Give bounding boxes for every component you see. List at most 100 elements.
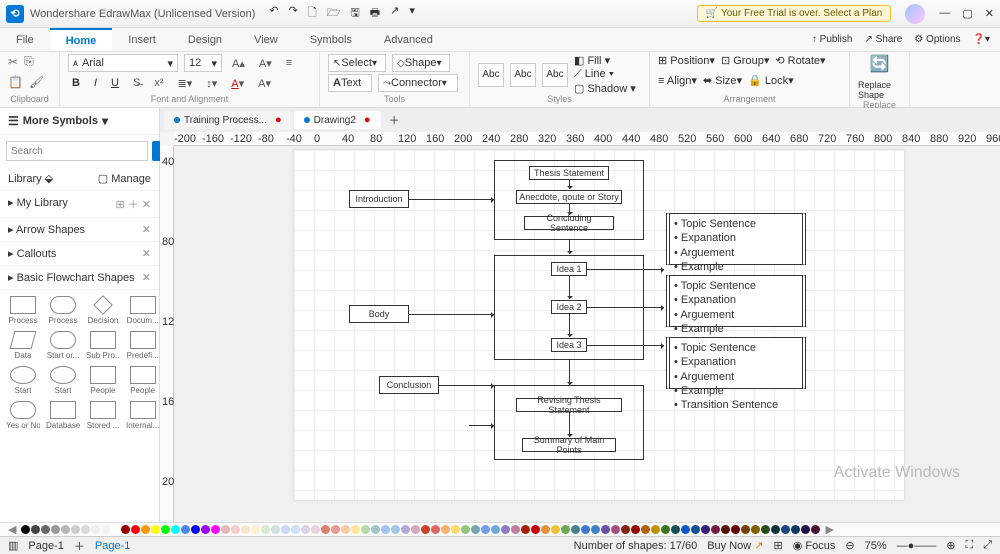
align-button[interactable]: ≡ Align▾ xyxy=(658,74,697,87)
color-swatch[interactable] xyxy=(131,525,140,534)
color-swatch[interactable] xyxy=(621,525,630,534)
text-tool[interactable]: A Text xyxy=(328,74,372,92)
color-swatch[interactable] xyxy=(331,525,340,534)
group-button[interactable]: ⊡ Group▾ xyxy=(721,54,769,67)
paste-icon[interactable]: 📋 xyxy=(8,75,23,89)
color-swatch[interactable] xyxy=(581,525,590,534)
color-swatch[interactable] xyxy=(681,525,690,534)
color-swatch[interactable] xyxy=(201,525,210,534)
style-preset-3[interactable]: Abc xyxy=(542,63,568,87)
add-tab-icon[interactable]: ＋ xyxy=(383,112,406,128)
color-swatch[interactable] xyxy=(151,525,160,534)
line-button[interactable]: ⟋ Line ▾ xyxy=(574,68,636,81)
color-swatch[interactable] xyxy=(801,525,810,534)
color-swatch[interactable] xyxy=(781,525,790,534)
flow-list[interactable]: Topic SentenceExpanationArguementExample… xyxy=(666,337,806,389)
flow-node[interactable]: Revising Thesis Statement xyxy=(516,398,622,412)
color-swatch[interactable] xyxy=(301,525,310,534)
menu-file[interactable]: File xyxy=(0,28,50,51)
color-swatch[interactable] xyxy=(421,525,430,534)
menu-view[interactable]: View xyxy=(238,28,294,51)
color-swatch[interactable] xyxy=(291,525,300,534)
next-colors-icon[interactable]: ▶ xyxy=(825,523,833,536)
color-swatch[interactable] xyxy=(511,525,520,534)
color-swatch[interactable] xyxy=(91,525,100,534)
library-row[interactable]: Library ⬙▢ Manage xyxy=(0,167,159,191)
font-family-dropdown[interactable]: ᴀ Arial▾ xyxy=(68,54,178,72)
flow-node[interactable]: Idea 1 xyxy=(551,262,587,276)
underline-icon[interactable]: U xyxy=(107,76,123,90)
trial-banner[interactable]: Your Free Trial is over. Select a Plan xyxy=(697,5,891,22)
undo-icon[interactable]: ↶ xyxy=(269,4,278,23)
color-swatch[interactable] xyxy=(321,525,330,534)
color-swatch[interactable] xyxy=(761,525,770,534)
color-swatch[interactable] xyxy=(731,525,740,534)
color-swatch[interactable] xyxy=(381,525,390,534)
size-button[interactable]: ⬌ Size▾ xyxy=(703,74,742,87)
color-swatch[interactable] xyxy=(571,525,580,534)
menu-advanced[interactable]: Advanced xyxy=(368,28,449,51)
connector-tool[interactable]: ⤳ Connector ▾ xyxy=(378,74,458,92)
color-swatch[interactable] xyxy=(721,525,730,534)
color-swatch[interactable] xyxy=(31,525,40,534)
replace-shape-icon[interactable]: 🔄 xyxy=(870,54,890,74)
color-swatch[interactable] xyxy=(431,525,440,534)
color-swatch[interactable] xyxy=(641,525,650,534)
color-swatch[interactable] xyxy=(121,525,130,534)
shape-thumb[interactable]: People xyxy=(84,364,122,397)
color-swatch[interactable] xyxy=(491,525,500,534)
lib-section[interactable]: ▸ My Library⊞ ＋ ✕ xyxy=(0,191,159,218)
shape-thumb[interactable]: Sub Pro... xyxy=(84,329,122,362)
search-input[interactable] xyxy=(6,141,148,161)
position-button[interactable]: ⊞ Position▾ xyxy=(658,54,715,67)
view-grid-icon[interactable]: ⊞ xyxy=(774,539,783,552)
color-swatch[interactable] xyxy=(521,525,530,534)
color-swatch[interactable] xyxy=(311,525,320,534)
shape-thumb[interactable]: Predefi... xyxy=(124,329,159,362)
lib-section[interactable]: ▸ Arrow Shapes✕ xyxy=(0,218,159,242)
zoom-slider[interactable]: —●—— xyxy=(897,540,937,552)
color-swatch[interactable] xyxy=(81,525,90,534)
close-icon[interactable]: ✕ xyxy=(985,7,994,20)
increase-font-icon[interactable]: A▴ xyxy=(228,56,249,71)
format-painter-icon[interactable]: 🖌 xyxy=(29,75,44,89)
color-swatch[interactable] xyxy=(671,525,680,534)
color-swatch[interactable] xyxy=(71,525,80,534)
export-icon[interactable]: ↗ xyxy=(390,4,399,23)
align-icon[interactable]: ≡ xyxy=(282,56,296,70)
color-swatch[interactable] xyxy=(351,525,360,534)
color-swatch[interactable] xyxy=(51,525,60,534)
color-swatch[interactable] xyxy=(161,525,170,534)
more-icon[interactable]: ▾ xyxy=(409,4,415,23)
color-swatch[interactable] xyxy=(261,525,270,534)
shape-thumb[interactable]: Internal... xyxy=(124,399,159,432)
color-swatch[interactable] xyxy=(251,525,260,534)
bullets-icon[interactable]: ≣▾ xyxy=(173,76,196,91)
select-tool[interactable]: ↖ Select ▾ xyxy=(328,54,386,72)
color-swatch[interactable] xyxy=(141,525,150,534)
doc-tab[interactable]: Training Process...● xyxy=(164,111,292,129)
flow-node[interactable]: Anecdote, qoute or Story xyxy=(516,190,622,204)
zoom-out-icon[interactable]: ⊖ xyxy=(845,539,854,552)
shape-thumb[interactable]: Docum... xyxy=(124,294,159,327)
flow-list[interactable]: Topic SentenceExpanationArguementExample… xyxy=(666,213,806,265)
color-swatch[interactable] xyxy=(41,525,50,534)
color-swatch[interactable] xyxy=(231,525,240,534)
prev-colors-icon[interactable]: ◀ xyxy=(8,523,16,536)
open-icon[interactable]: 🗁 xyxy=(327,4,341,23)
color-swatch[interactable] xyxy=(211,525,220,534)
color-swatch[interactable] xyxy=(701,525,710,534)
lib-section[interactable]: ▸ Callouts✕ xyxy=(0,242,159,266)
shape-thumb[interactable]: Decision xyxy=(84,294,122,327)
color-swatch[interactable] xyxy=(481,525,490,534)
side-header[interactable]: ☰ More Symbols▾ xyxy=(0,108,159,135)
buy-now-link[interactable]: Buy Now ↗ xyxy=(707,539,763,552)
lib-section[interactable]: ▸ Basic Flowchart Shapes✕ xyxy=(0,266,159,290)
style-preset-1[interactable]: Abc xyxy=(478,63,504,87)
color-swatch[interactable] xyxy=(411,525,420,534)
color-swatch[interactable] xyxy=(401,525,410,534)
save-icon[interactable]: 🖫 xyxy=(350,4,359,23)
flow-node[interactable]: Idea 3 xyxy=(551,338,587,352)
shape-thumb[interactable]: Data xyxy=(4,329,42,362)
color-swatch[interactable] xyxy=(551,525,560,534)
